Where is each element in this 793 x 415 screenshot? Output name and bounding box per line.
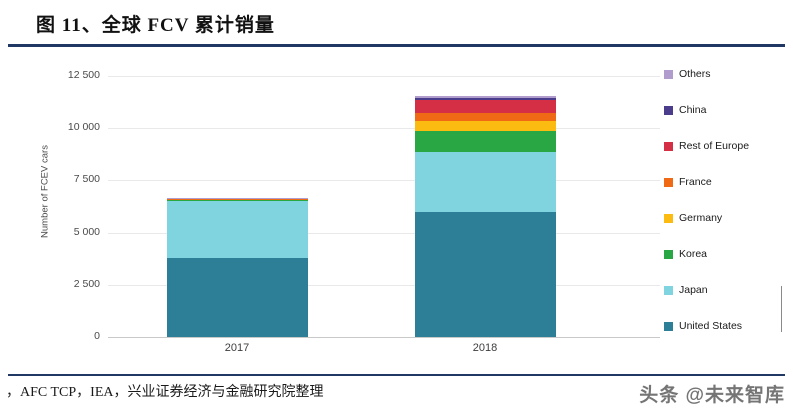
legend-swatch-icon: [664, 177, 673, 187]
legend-item-france[interactable]: France: [664, 176, 712, 188]
bar-2018[interactable]: [414, 76, 556, 337]
gridline: [108, 232, 660, 234]
legend-label: France: [679, 176, 712, 188]
bar-segment-japan[interactable]: [414, 152, 556, 212]
legend-label: Korea: [679, 248, 708, 260]
y-axis-tick-label: 2 500: [73, 277, 100, 290]
figure-header: 图 11、全球 FCV 累计销量: [0, 0, 793, 50]
y-axis-tick-label: 5 000: [73, 225, 100, 238]
legend-swatch-icon: [664, 285, 673, 295]
watermark: 头条 @未来智库: [639, 385, 785, 406]
legend-swatch-icon: [664, 69, 673, 79]
bar-segment-china[interactable]: [414, 98, 556, 101]
y-axis-tick-label: 7 500: [73, 173, 100, 186]
bar-segment-rest-of-europe[interactable]: [166, 198, 308, 199]
bar-segment-germany[interactable]: [414, 121, 556, 132]
legend-swatch-icon: [664, 321, 673, 331]
bar-segment-japan[interactable]: [166, 200, 308, 258]
legend-swatch-icon: [664, 213, 673, 223]
gridline: [108, 180, 660, 182]
legend-item-others[interactable]: Others: [664, 68, 711, 80]
legend-label: Germany: [679, 212, 723, 224]
bar-segment-united-states[interactable]: [414, 211, 556, 337]
legend-label: Others: [679, 68, 711, 80]
legend-swatch-icon: [664, 141, 673, 151]
gridline: [108, 128, 660, 130]
bar-segment-rest-of-europe[interactable]: [414, 100, 556, 114]
legend-item-japan[interactable]: Japan: [664, 284, 708, 296]
bar-segment-united-states[interactable]: [166, 257, 308, 337]
bar-segment-france[interactable]: [414, 113, 556, 122]
bar-segment-others[interactable]: [414, 95, 556, 99]
legend-label: United States: [679, 320, 743, 332]
bar-2017[interactable]: [166, 76, 308, 337]
bar-segment-korea[interactable]: [414, 131, 556, 153]
y-axis-tick-label: 0: [94, 330, 100, 342]
legend-swatch-icon: [664, 249, 673, 259]
source-note: ，AFC TCP，IEA，兴业证券经济与金融研究院整理: [6, 385, 324, 400]
legend-item-rest-of-europe[interactable]: Rest of Europe: [664, 140, 749, 152]
plot-area: [108, 76, 660, 338]
x-axis-tick-label: 2017: [224, 342, 250, 354]
footer-divider: [8, 374, 785, 376]
legend-item-germany[interactable]: Germany: [664, 212, 722, 224]
header-divider: [8, 44, 785, 47]
legend-label: China: [679, 104, 707, 116]
gridline: [108, 76, 660, 77]
page-title: 图 11、全球 FCV 累计销量: [36, 15, 275, 36]
legend-swatch-icon: [664, 105, 673, 115]
legend-side-divider: [781, 286, 782, 332]
chart-legend: Others China Rest of Europe France Germany Ko…: [664, 68, 789, 336]
legend-label: Japan: [679, 284, 708, 296]
gridline: [108, 284, 660, 286]
bar-segment-korea[interactable]: [166, 199, 308, 201]
legend-item-united-states[interactable]: United States: [664, 320, 742, 332]
legend-label: Rest of Europe: [679, 140, 750, 152]
legend-item-china[interactable]: China: [664, 104, 706, 116]
y-axis-tick-label: 12 500: [67, 69, 100, 81]
y-axis-tick-label: 10 000: [67, 121, 100, 134]
x-axis-line: [108, 337, 660, 338]
legend-item-korea[interactable]: Korea: [664, 248, 707, 260]
x-axis-tick-label: 2018: [472, 342, 498, 354]
